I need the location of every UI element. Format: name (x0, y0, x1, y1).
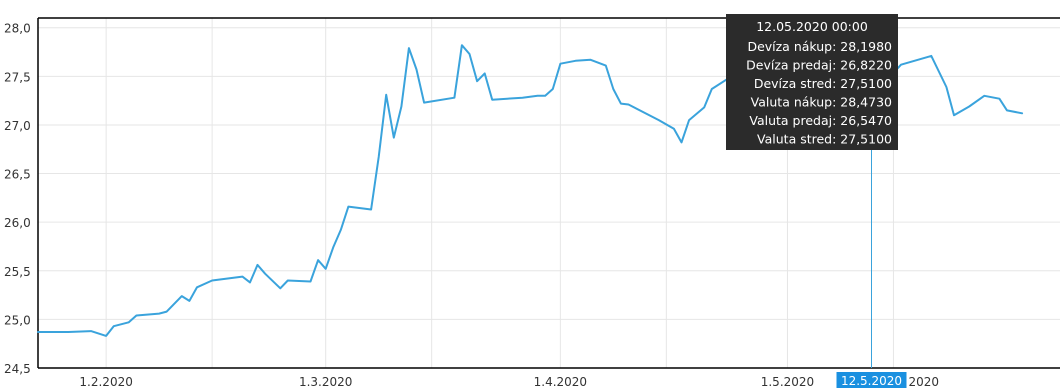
data-point (181, 295, 183, 297)
data-point (968, 106, 970, 108)
grid (38, 18, 1060, 368)
tooltip-row: Devíza stred: 27,5100 (754, 76, 892, 91)
y-tick-label: 25,0 (4, 313, 31, 327)
data-point (711, 88, 713, 90)
data-point (522, 97, 524, 99)
y-tick-label: 25,5 (4, 265, 31, 279)
data-point (605, 65, 607, 67)
data-point (370, 209, 372, 211)
data-point (946, 86, 948, 88)
data-point (454, 97, 456, 99)
data-point (317, 259, 319, 261)
data-point (393, 137, 395, 139)
y-tick-label: 26,5 (4, 168, 31, 182)
data-point (544, 95, 546, 97)
data-point (983, 95, 985, 97)
data-point (166, 311, 168, 313)
tooltip-row: Devíza nákup: 28,1980 (747, 39, 892, 54)
data-point (537, 95, 539, 97)
data-point (385, 94, 387, 96)
tooltip-title: 12.05.2020 00:00 (756, 19, 868, 34)
data-point (491, 99, 493, 101)
tooltip-row: Valuta stred: 27,5100 (757, 132, 892, 147)
data-point (575, 60, 577, 62)
y-tick-label: 27,0 (4, 119, 31, 133)
data-point (128, 322, 130, 324)
data-point (257, 264, 259, 266)
data-point (688, 119, 690, 121)
data-point (590, 59, 592, 61)
x-tick-label: 1.3.2020 (299, 375, 352, 388)
data-point (105, 335, 107, 337)
data-point (461, 44, 463, 46)
data-point (628, 104, 630, 106)
data-point (242, 276, 244, 278)
data-point (401, 106, 403, 108)
y-axis-ticks: 24,5 25,0 25,5 26,0 26,5 27,0 27,5 28,0 (4, 22, 31, 376)
x-tick-label: 1.5.2020 (761, 375, 814, 388)
data-point (673, 128, 675, 130)
axes (37, 17, 1060, 369)
tooltip-row: Valuta nákup: 28,4730 (751, 95, 892, 110)
crosshair: 12.5.2020 (836, 18, 907, 388)
data-point (332, 247, 334, 249)
data-point (900, 64, 902, 66)
x-tick-label: 1.4.2020 (534, 375, 587, 388)
data-point (552, 88, 554, 90)
data-point (90, 330, 92, 332)
data-point (279, 287, 281, 289)
tooltip-row: Devíza predaj: 26,8220 (746, 58, 892, 73)
data-point (348, 206, 350, 208)
crosshair-date-label-bg (836, 372, 907, 388)
data-point (113, 325, 115, 327)
data-point (658, 119, 660, 121)
crosshair-date-label: 12.5.2020 (841, 374, 902, 388)
data-point (37, 331, 39, 333)
data-point (469, 53, 471, 55)
data-point (681, 142, 683, 144)
data-point (264, 273, 266, 275)
data-point (67, 331, 69, 333)
data-point (196, 287, 198, 289)
data-point (423, 102, 425, 104)
data-point (953, 114, 955, 116)
data-point (408, 47, 410, 49)
y-tick-label: 24,5 (4, 362, 31, 376)
y-tick-label: 27,5 (4, 70, 31, 84)
data-point (378, 156, 380, 158)
data-point (189, 300, 191, 302)
data-point (211, 280, 213, 282)
data-point (1006, 110, 1008, 112)
data-point (136, 315, 138, 317)
data-point (249, 282, 251, 284)
x-tick-label: 1.2.2020 (79, 375, 132, 388)
data-point (703, 107, 705, 109)
x-tick-label-partial: 2020 (909, 375, 940, 388)
data-point (1021, 112, 1023, 114)
data-point (325, 268, 327, 270)
tooltip: 12.05.2020 00:00 Devíza nákup: 28,1980 Dev… (726, 14, 898, 150)
data-point (416, 69, 418, 71)
tooltip-row: Valuta predaj: 26,5470 (749, 113, 892, 128)
data-point (340, 229, 342, 231)
data-point (931, 55, 933, 57)
x-axis-ticks: 1.2.2020 1.3.2020 1.4.2020 1.5.2020 2020 (79, 375, 939, 388)
data-point (613, 88, 615, 90)
data-point (287, 280, 289, 282)
data-point (999, 98, 1001, 100)
data-point (158, 313, 160, 315)
data-point (484, 73, 486, 75)
tooltip-box (726, 14, 898, 150)
y-tick-label: 28,0 (4, 22, 31, 36)
data-point (476, 80, 478, 82)
data-point (560, 63, 562, 65)
data-point (310, 281, 312, 283)
data-point (620, 103, 622, 105)
y-tick-label: 26,0 (4, 216, 31, 230)
